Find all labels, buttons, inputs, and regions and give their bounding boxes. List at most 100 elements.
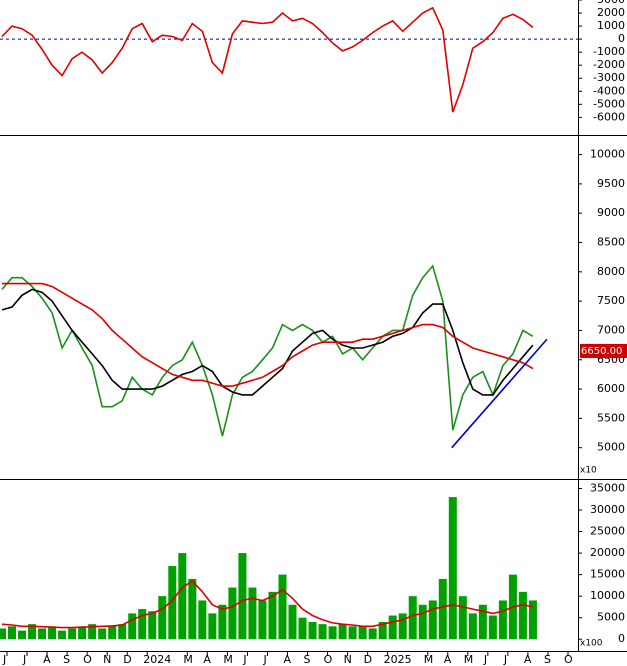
volume-bar <box>88 624 97 640</box>
y-tick-label: -1000 <box>593 45 625 58</box>
volume-bar <box>388 615 397 640</box>
volume-bar <box>48 626 57 640</box>
volume-bar <box>318 624 327 640</box>
unit-label: x100 <box>580 639 603 649</box>
y-tick-label: 6000 <box>597 382 625 395</box>
y-tick-label: 7500 <box>597 294 625 307</box>
x-tick-label: J <box>483 653 487 666</box>
y-tick-label: 7000 <box>597 323 625 336</box>
panel <box>0 497 537 640</box>
volume-bar <box>28 624 37 640</box>
x-tick-label: M <box>183 653 193 666</box>
x-tick-label: O <box>83 653 92 666</box>
x-tick-label: 2025 <box>384 653 412 666</box>
volume-bar <box>288 604 297 640</box>
x-tick-label: J <box>503 653 507 666</box>
x-tick-label: J <box>2 653 6 666</box>
x-tick-label: J <box>22 653 26 666</box>
x-tick-label: A <box>283 653 291 666</box>
volume-bar <box>348 626 357 640</box>
x-tick-label: M <box>223 653 233 666</box>
panel <box>1 264 548 449</box>
volume-bar <box>328 626 337 640</box>
y-tick-label: 8500 <box>597 236 625 249</box>
y-tick-label: 3000 <box>597 0 625 6</box>
x-tick-label: N <box>344 653 352 666</box>
panel <box>0 6 578 113</box>
y-tick-label: 9000 <box>597 206 625 219</box>
x-tick-label: O <box>324 653 333 666</box>
x-tick-label: S <box>544 653 551 666</box>
y-tick-label: -3000 <box>593 71 625 84</box>
y-tick-label: 5500 <box>597 411 625 424</box>
y-tick-label: 5000 <box>597 441 625 454</box>
volume-bar <box>238 553 247 640</box>
y-tick-label: 25000 <box>590 525 625 538</box>
volume-bar <box>8 626 17 640</box>
volume-bar <box>118 624 127 640</box>
y-tick-label: 10000 <box>590 148 625 161</box>
y-tick-label: 9500 <box>597 177 625 190</box>
volume-bar <box>408 596 417 640</box>
x-tick-label: A <box>203 653 211 666</box>
x-tick-label: A <box>444 653 452 666</box>
volume-bar <box>478 604 487 640</box>
volume-bar <box>298 617 307 640</box>
volume-bar <box>148 611 157 640</box>
y-tick-label: 30000 <box>590 503 625 516</box>
volume-bar <box>18 630 27 640</box>
volume-bar <box>518 591 527 640</box>
y-tick-label: -6000 <box>593 110 625 123</box>
volume-bar <box>218 604 227 640</box>
volume-bar <box>68 628 77 640</box>
x-tick-label: M <box>424 653 434 666</box>
y-tick-label: -5000 <box>593 97 625 110</box>
volume-bar <box>368 628 377 640</box>
last-price-label: 6650.00 <box>581 346 622 357</box>
x-tick-label: J <box>262 653 266 666</box>
volume-bar <box>108 626 117 640</box>
volume-bar <box>468 613 477 640</box>
volume-bar <box>278 574 287 640</box>
volume-bar <box>258 600 267 640</box>
volume-bar <box>488 615 497 640</box>
y-tick-label: -2000 <box>593 58 625 71</box>
x-tick-label: N <box>103 653 111 666</box>
trendline <box>451 338 548 449</box>
line-series <box>1 288 534 396</box>
y-tick-label: 0 <box>618 632 625 645</box>
y-tick-label: 15000 <box>590 568 625 581</box>
volume-bar <box>228 587 237 640</box>
line-series <box>2 282 534 387</box>
y-tick-label: 20000 <box>590 546 625 559</box>
line-series <box>1 264 534 437</box>
x-tick-label: A <box>43 653 51 666</box>
volume-bar <box>158 596 167 640</box>
volume-bar <box>458 596 467 640</box>
volume-bar <box>528 600 537 640</box>
y-tick-label: 10000 <box>590 589 625 602</box>
volume-bar <box>378 622 387 640</box>
volume-bar <box>438 578 447 640</box>
x-tick-label: J <box>242 653 246 666</box>
y-tick-label: 1000 <box>597 19 625 32</box>
volume-bar <box>248 587 257 640</box>
y-tick-label: 8000 <box>597 265 625 278</box>
volume-bar <box>198 600 207 640</box>
x-tick-label: D <box>364 653 372 666</box>
unit-label: x10 <box>580 466 597 476</box>
line-series <box>1 580 534 629</box>
x-tick-label: 2024 <box>143 653 171 666</box>
y-tick-label: 35000 <box>590 481 625 494</box>
volume-bar <box>128 613 137 640</box>
line-series <box>1 6 534 113</box>
y-tick-label: -4000 <box>593 84 625 97</box>
volume-bar <box>0 628 7 640</box>
y-tick-label: 2000 <box>597 6 625 19</box>
last-price-box <box>580 343 627 358</box>
volume-bar <box>178 553 187 640</box>
volume-bar <box>38 628 47 640</box>
y-tick-label: 0 <box>618 32 625 45</box>
x-tick-label: S <box>63 653 70 666</box>
